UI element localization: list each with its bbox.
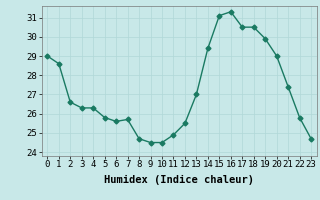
- X-axis label: Humidex (Indice chaleur): Humidex (Indice chaleur): [104, 175, 254, 185]
